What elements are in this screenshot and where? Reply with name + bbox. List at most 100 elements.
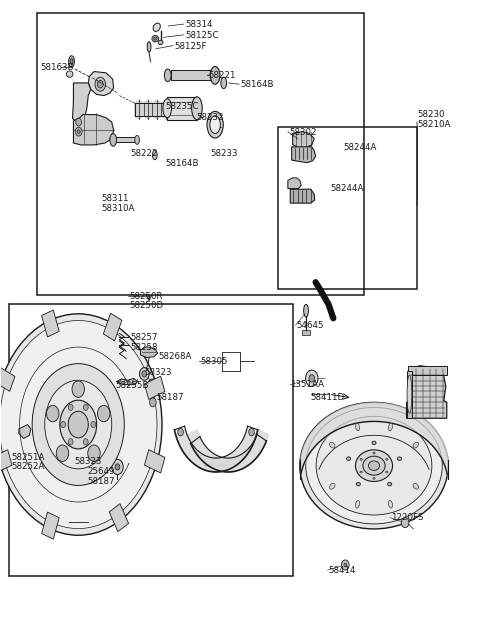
Text: 58221: 58221 [209, 71, 236, 80]
Ellipse shape [66, 71, 73, 77]
Text: 1220FS: 1220FS [391, 513, 423, 522]
Polygon shape [188, 430, 268, 472]
Ellipse shape [135, 136, 140, 145]
Ellipse shape [356, 482, 360, 486]
Ellipse shape [388, 424, 393, 431]
Polygon shape [72, 83, 91, 122]
Text: 58252A: 58252A [11, 462, 45, 472]
Circle shape [88, 445, 100, 462]
Polygon shape [144, 450, 165, 473]
Text: 58164B: 58164B [240, 80, 274, 89]
Circle shape [72, 381, 84, 398]
Ellipse shape [153, 23, 160, 32]
Text: 58305: 58305 [201, 357, 228, 366]
Circle shape [68, 439, 73, 445]
Polygon shape [290, 189, 315, 203]
Text: 58244A: 58244A [343, 143, 376, 152]
Ellipse shape [369, 461, 380, 470]
Circle shape [95, 77, 106, 91]
Ellipse shape [154, 37, 157, 40]
Text: 58210A: 58210A [417, 120, 450, 129]
Ellipse shape [373, 452, 375, 454]
Polygon shape [42, 512, 59, 539]
Polygon shape [141, 347, 157, 358]
Polygon shape [80, 454, 88, 462]
Bar [408, 366, 447, 375]
Ellipse shape [70, 58, 73, 64]
Bar [170, 70, 211, 81]
Bar [167, 97, 197, 120]
Circle shape [45, 380, 112, 469]
Text: 58250R: 58250R [129, 292, 162, 301]
Text: 58244A: 58244A [330, 184, 363, 193]
Ellipse shape [413, 483, 419, 489]
Text: 58251A: 58251A [11, 453, 45, 462]
Text: 58257: 58257 [131, 333, 158, 342]
Bar [302, 330, 310, 335]
Circle shape [115, 463, 120, 470]
Text: 58233: 58233 [210, 149, 238, 158]
Text: 58311: 58311 [101, 193, 129, 203]
Ellipse shape [360, 471, 362, 473]
Ellipse shape [306, 408, 442, 524]
Text: 58125C: 58125C [185, 31, 218, 40]
Polygon shape [42, 310, 59, 337]
Text: 58323: 58323 [144, 368, 172, 377]
Circle shape [150, 383, 156, 391]
Circle shape [0, 314, 162, 535]
Ellipse shape [388, 482, 392, 486]
Ellipse shape [164, 69, 171, 82]
Polygon shape [144, 376, 165, 399]
Polygon shape [19, 425, 31, 439]
Circle shape [97, 405, 110, 422]
Bar [278, 127, 417, 288]
Circle shape [56, 445, 69, 462]
Text: 58164B: 58164B [166, 159, 199, 169]
Circle shape [60, 400, 96, 449]
Polygon shape [288, 178, 301, 188]
Ellipse shape [316, 417, 432, 515]
Ellipse shape [300, 403, 448, 529]
Circle shape [150, 398, 156, 407]
Circle shape [75, 127, 82, 136]
Ellipse shape [356, 424, 360, 431]
Ellipse shape [304, 304, 309, 317]
Text: 58310A: 58310A [101, 204, 134, 212]
Ellipse shape [356, 450, 393, 481]
Ellipse shape [360, 458, 362, 460]
Circle shape [84, 404, 88, 410]
Ellipse shape [363, 456, 385, 475]
Polygon shape [135, 100, 166, 119]
Text: 58411D: 58411D [311, 393, 345, 402]
Text: 58302: 58302 [289, 128, 317, 137]
Polygon shape [176, 430, 256, 472]
Polygon shape [292, 147, 316, 163]
Polygon shape [103, 313, 122, 341]
Text: 58187: 58187 [88, 477, 115, 486]
Circle shape [142, 371, 147, 377]
Ellipse shape [386, 471, 388, 473]
Circle shape [91, 422, 96, 428]
Circle shape [147, 379, 158, 394]
Bar [407, 371, 412, 418]
Text: 58125F: 58125F [174, 42, 207, 51]
Text: 25649: 25649 [88, 467, 115, 476]
Ellipse shape [210, 116, 220, 134]
Ellipse shape [192, 97, 202, 120]
Ellipse shape [221, 77, 227, 89]
Ellipse shape [69, 56, 74, 67]
Bar [96, 462, 110, 469]
Circle shape [61, 422, 66, 428]
Ellipse shape [347, 457, 351, 460]
Ellipse shape [329, 483, 335, 489]
Circle shape [84, 439, 88, 445]
Text: 58323: 58323 [74, 456, 101, 466]
Circle shape [112, 460, 123, 474]
Ellipse shape [147, 42, 151, 52]
Ellipse shape [397, 457, 401, 460]
Text: 58187: 58187 [156, 393, 184, 402]
Text: 58258: 58258 [131, 343, 158, 352]
Text: 58163B: 58163B [40, 63, 73, 72]
Circle shape [97, 81, 103, 88]
Text: 58414: 58414 [328, 566, 356, 574]
